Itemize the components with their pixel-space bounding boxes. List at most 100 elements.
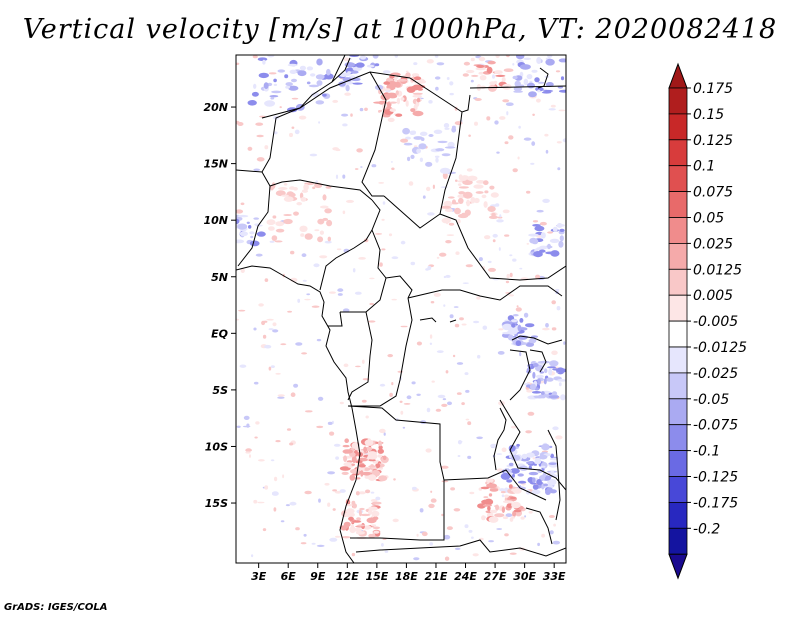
- field-cell: [548, 368, 553, 376]
- field-cell: [275, 190, 286, 197]
- field-cell: [478, 49, 481, 55]
- field-cell: [440, 186, 448, 188]
- field-cell: [360, 166, 363, 168]
- field-cell: [387, 354, 394, 358]
- field-cell: [345, 84, 350, 92]
- field-cell: [426, 59, 434, 64]
- field-cell: [293, 211, 299, 216]
- field-cell: [442, 398, 447, 401]
- field-cell: [253, 83, 257, 89]
- field-cell: [298, 115, 307, 120]
- field-cell: [528, 471, 539, 476]
- field-cell: [466, 69, 475, 74]
- colorbar-label: 0.05: [693, 211, 724, 227]
- field-cell: [532, 371, 536, 379]
- field-cell: [382, 201, 386, 205]
- field-cell: [513, 90, 523, 93]
- field-cell: [282, 474, 285, 479]
- colorbar-label: 0.075: [693, 185, 733, 201]
- field-cell: [458, 191, 463, 195]
- field-cell: [360, 513, 371, 517]
- field-cell: [532, 484, 539, 490]
- field-cell: [358, 464, 366, 468]
- field-cell: [467, 421, 472, 426]
- field-cell: [372, 516, 379, 521]
- field-cell: [483, 65, 489, 68]
- field-cell: [240, 268, 245, 273]
- lon-tick-label: 18E: [395, 570, 418, 583]
- field-cell: [275, 221, 285, 227]
- field-cell: [391, 298, 397, 301]
- colorbar-label: 0.175: [693, 81, 733, 97]
- field-cell: [296, 202, 303, 206]
- field-cell: [261, 320, 266, 326]
- field-cell: [373, 530, 380, 534]
- field-cell: [236, 120, 240, 125]
- field-cell: [470, 197, 476, 204]
- colorbar-swatch: [668, 398, 688, 426]
- field-cell: [285, 504, 290, 507]
- field-cell: [464, 524, 469, 529]
- field-cell: [397, 370, 404, 373]
- field-cell: [446, 526, 453, 530]
- field-cell: [502, 209, 510, 214]
- field-cell: [454, 547, 461, 551]
- field-cell: [460, 177, 467, 181]
- field-cell: [391, 382, 394, 386]
- field-cell: [487, 260, 492, 264]
- field-cell: [516, 443, 520, 447]
- field-cell: [367, 474, 377, 481]
- field-cell: [542, 327, 550, 331]
- field-cell: [384, 88, 391, 91]
- field-cell: [509, 468, 520, 474]
- field-cell: [416, 393, 421, 396]
- field-cell: [280, 520, 285, 523]
- field-cell: [291, 78, 297, 83]
- field-cell: [373, 101, 384, 104]
- field-cell: [304, 410, 313, 413]
- longitude-axis: 3E 6E 9E 12E 15E 18E 21E 24E 27E 30E 33E: [251, 563, 566, 583]
- field-cell: [378, 109, 383, 112]
- colorbar-swatch: [668, 87, 688, 115]
- field-cell: [552, 426, 559, 431]
- field-cell: [388, 94, 398, 99]
- field-cell: [370, 499, 378, 502]
- field-cell: [264, 278, 269, 282]
- field-cell: [532, 363, 539, 367]
- field-cell: [545, 251, 556, 255]
- field-cell: [545, 58, 555, 66]
- field-cell: [483, 180, 489, 186]
- field-cell: [416, 341, 422, 346]
- field-cell: [536, 98, 541, 103]
- field-cell: [299, 225, 308, 232]
- field-cell: [439, 167, 451, 174]
- field-cell: [268, 226, 275, 231]
- field-cell: [465, 264, 473, 268]
- field-cell: [257, 501, 265, 504]
- field-cell: [405, 136, 411, 140]
- field-cell: [454, 121, 463, 126]
- lon-tick-label: 9E: [310, 570, 326, 583]
- field-cell: [307, 29, 311, 32]
- field-cell: [269, 95, 279, 98]
- field-cell: [314, 229, 320, 232]
- field-cell: [433, 292, 441, 297]
- field-cell: [402, 127, 410, 135]
- field-cell: [441, 403, 448, 407]
- field-cell: [473, 320, 480, 324]
- field-cell: [512, 75, 518, 80]
- field-cell: [512, 314, 519, 317]
- field-cell: [547, 473, 557, 477]
- field-cell: [484, 498, 494, 506]
- field-cell: [270, 44, 275, 47]
- field-cell: [502, 323, 513, 331]
- field-cell: [236, 318, 240, 321]
- field-cell: [523, 78, 529, 86]
- lat-tick-label: 20N: [203, 101, 228, 114]
- field-cell: [431, 380, 435, 383]
- field-cell: [486, 483, 497, 489]
- field-cell: [477, 354, 481, 359]
- field-cell: [266, 318, 274, 321]
- field-cell: [447, 141, 455, 148]
- field-cell: [348, 516, 354, 521]
